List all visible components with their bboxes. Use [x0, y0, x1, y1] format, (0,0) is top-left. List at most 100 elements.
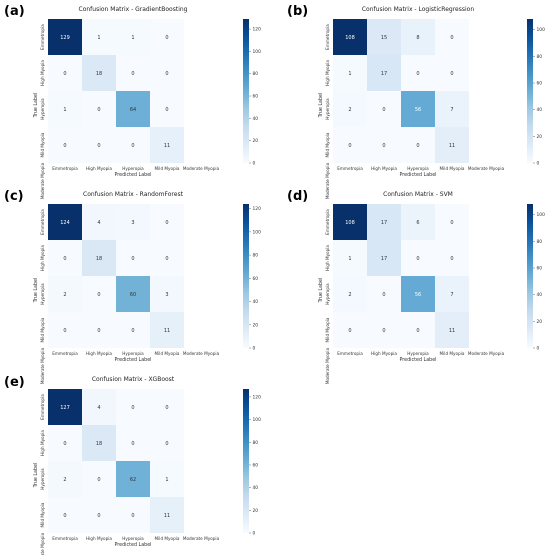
colorbar-tick-label: 40: [537, 292, 543, 298]
colorbar-tick-label: 100: [537, 27, 546, 33]
cell-value: 0: [382, 292, 385, 298]
x-tick-label: Hyperopia: [407, 166, 429, 171]
colorbar-tick-label: 0: [253, 531, 256, 537]
heat-cell: [401, 312, 435, 348]
colorbar-tick-label: 60: [537, 81, 543, 87]
y-tick-label: Moderate Myopia: [40, 347, 45, 384]
cell-value: 11: [449, 328, 455, 334]
cell-value: 15: [381, 35, 387, 41]
cell-value: 56: [415, 292, 421, 298]
cell-value: 0: [97, 292, 100, 298]
panel-label: (d): [287, 189, 308, 204]
heat-cell: [116, 240, 150, 276]
heat-cell: [48, 204, 82, 240]
cell-value: 8: [416, 35, 419, 41]
heat-cell: [48, 127, 82, 163]
y-tick-label: Moderate Myopia: [325, 162, 330, 199]
cell-value: 129: [60, 35, 70, 41]
heat-cell: [435, 55, 469, 91]
x-tick-label: Emmetropia: [52, 351, 78, 356]
heat-cell: [150, 461, 184, 497]
colorbar-tick-label: 120: [253, 394, 262, 400]
y-tick-label: Hyperopia: [40, 283, 45, 305]
cell-value: 0: [131, 143, 134, 149]
x-axis-label: Predicted Label: [400, 172, 437, 178]
panel-label: (a): [4, 4, 25, 19]
colorbar: [243, 204, 249, 348]
heat-cell: [48, 389, 82, 425]
chart-title: Confusion Matrix - XGBoost: [92, 376, 175, 383]
cell-value: 62: [130, 477, 136, 483]
colorbar-tick-label: 100: [253, 417, 262, 423]
colorbar-tick-label: 40: [253, 116, 259, 122]
heat-cell: [82, 127, 116, 163]
x-tick-label: Emmetropia: [52, 166, 78, 171]
y-tick-label: Mild Myopia: [40, 317, 45, 342]
cell-value: 2: [63, 292, 66, 298]
panel-a: (a) Confusion Matrix - GradientBoosting12…: [4, 4, 261, 199]
heat-cell: [48, 461, 82, 497]
colorbar-tick-label: 100: [537, 212, 546, 218]
heat-cell: [367, 312, 401, 348]
heat-cell: [401, 204, 435, 240]
cell-value: 3: [131, 220, 134, 226]
y-tick-label: High Myopia: [325, 60, 330, 86]
heat-cell: [150, 91, 184, 127]
cell-value: 0: [97, 143, 100, 149]
cell-value: 0: [165, 256, 168, 262]
x-tick-label: Hyperopia: [122, 166, 144, 171]
x-axis-label: Predicted Label: [400, 357, 437, 363]
heat-cell: [48, 19, 82, 55]
cell-value: 0: [63, 328, 66, 334]
colorbar-tick-label: 20: [253, 138, 259, 144]
x-tick-label: Mild Myopia: [155, 351, 180, 356]
heat-cell: [435, 91, 469, 127]
cell-value: 0: [416, 143, 419, 149]
colorbar-tick-label: 120: [253, 27, 262, 33]
cell-value: 0: [416, 328, 419, 334]
x-tick-label: High Myopia: [371, 166, 397, 171]
colorbar-tick-label: 20: [253, 322, 259, 328]
cell-value: 0: [63, 71, 66, 77]
x-tick-label: High Myopia: [86, 351, 112, 356]
heat-cell: [116, 91, 150, 127]
heat-cell: [48, 312, 82, 348]
chart-title: Confusion Matrix - LogisticRegression: [362, 6, 474, 13]
heat-cell: [116, 312, 150, 348]
y-tick-label: High Myopia: [40, 430, 45, 456]
heat-cell: [116, 127, 150, 163]
heat-cell: [150, 389, 184, 425]
colorbar-tick-label: 80: [537, 239, 543, 245]
cell-value: 11: [449, 143, 455, 149]
cell-value: 1: [131, 35, 134, 41]
y-tick-label: Emmetropia: [40, 209, 45, 235]
y-tick-label: Moderate Myopia: [40, 162, 45, 199]
cell-value: 0: [450, 220, 453, 226]
panel-c: (c) Confusion Matrix - RandomForest 124 4 3 0…: [4, 189, 261, 384]
cell-value: 17: [381, 71, 387, 77]
x-tick-label: Emmetropia: [337, 166, 363, 171]
cell-value: 108: [345, 220, 355, 226]
heat-cell: [367, 91, 401, 127]
cell-value: 0: [450, 256, 453, 262]
colorbar-tick-label: 120: [253, 206, 262, 212]
cell-value: 0: [165, 107, 168, 113]
chart-title: Confusion Matrix - SVM: [383, 191, 453, 198]
heat-cell: [82, 497, 116, 533]
heat-cell: [82, 461, 116, 497]
heat-cell: [150, 19, 184, 55]
heat-cell: [82, 240, 116, 276]
x-tick-label: Emmetropia: [337, 351, 363, 356]
y-axis-label: True Label: [33, 93, 39, 119]
heat-cell: [116, 55, 150, 91]
x-tick-label: Mild Myopia: [155, 536, 180, 541]
y-tick-label: Hyperopia: [325, 283, 330, 305]
x-tick-label: Emmetropia: [52, 536, 78, 541]
colorbar-tick-label: 40: [253, 299, 259, 305]
cell-value: 0: [165, 405, 168, 411]
cell-value: 18: [96, 256, 102, 262]
cell-value: 6: [416, 220, 419, 226]
cell-value: 0: [131, 71, 134, 77]
y-tick-label: Emmetropia: [325, 209, 330, 235]
colorbar-tick-label: 100: [253, 229, 262, 235]
